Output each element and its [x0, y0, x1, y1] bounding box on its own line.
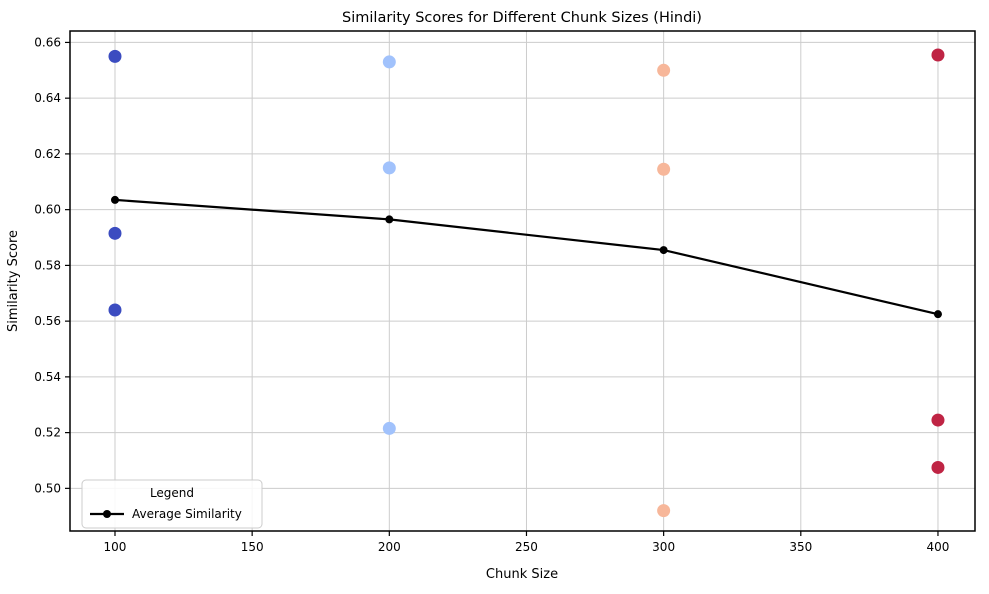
average-line-marker: [933, 310, 942, 319]
scatter-point: [382, 55, 396, 69]
average-line: [114, 198, 939, 316]
scatter-point: [931, 460, 945, 474]
scatter-point: [931, 48, 945, 62]
x-axis-label: Chunk Size: [486, 567, 558, 582]
y-tick-label: 0.62: [34, 147, 61, 161]
y-tick-label: 0.66: [34, 36, 61, 50]
average-line-marker: [110, 195, 119, 204]
scatter-point: [382, 161, 396, 175]
y-axis-label: Similarity Score: [6, 230, 21, 332]
y-tick-label: 0.54: [34, 370, 61, 384]
average-line-marker: [385, 215, 394, 224]
scatter-point: [108, 49, 122, 63]
x-tick-label: 300: [652, 540, 675, 554]
x-tick-label: 250: [515, 540, 538, 554]
scatter-point: [108, 226, 122, 240]
y-tick-label: 0.52: [34, 426, 61, 440]
scatter-point: [931, 413, 945, 427]
legend-box: [81, 479, 263, 529]
legend-entry-label: Average Similarity: [132, 507, 242, 521]
y-tick-label: 0.50: [34, 481, 61, 495]
y-tick-label: 0.56: [34, 314, 61, 328]
scatter-point: [657, 162, 671, 176]
scatter-point: [657, 504, 671, 518]
legend-dot-marker: [103, 510, 111, 518]
y-tick-label: 0.64: [34, 91, 61, 105]
x-tick-label: 400: [927, 540, 950, 554]
x-tick-label: 200: [378, 540, 401, 554]
x-tick-label: 100: [104, 540, 127, 554]
y-tick-label: 0.58: [34, 258, 61, 272]
scatter-point: [382, 421, 396, 435]
plot-area: 100 150 200 250 300 350 400 0.50 0.52 0.54 0.56 0.5…: [34, 30, 976, 554]
x-tick-label: 350: [789, 540, 812, 554]
plot-border: [69, 30, 976, 532]
average-line-marker: [659, 246, 668, 255]
scatter-point: [108, 303, 122, 317]
scatter-point: [657, 63, 671, 77]
legend-title: Legend: [150, 486, 194, 500]
y-tick-label: 0.60: [34, 203, 61, 217]
chart-title: Similarity Scores for Different Chunk Si…: [342, 10, 702, 26]
x-tick-label: 150: [241, 540, 264, 554]
legend: Legend Average Similarity: [81, 479, 263, 529]
